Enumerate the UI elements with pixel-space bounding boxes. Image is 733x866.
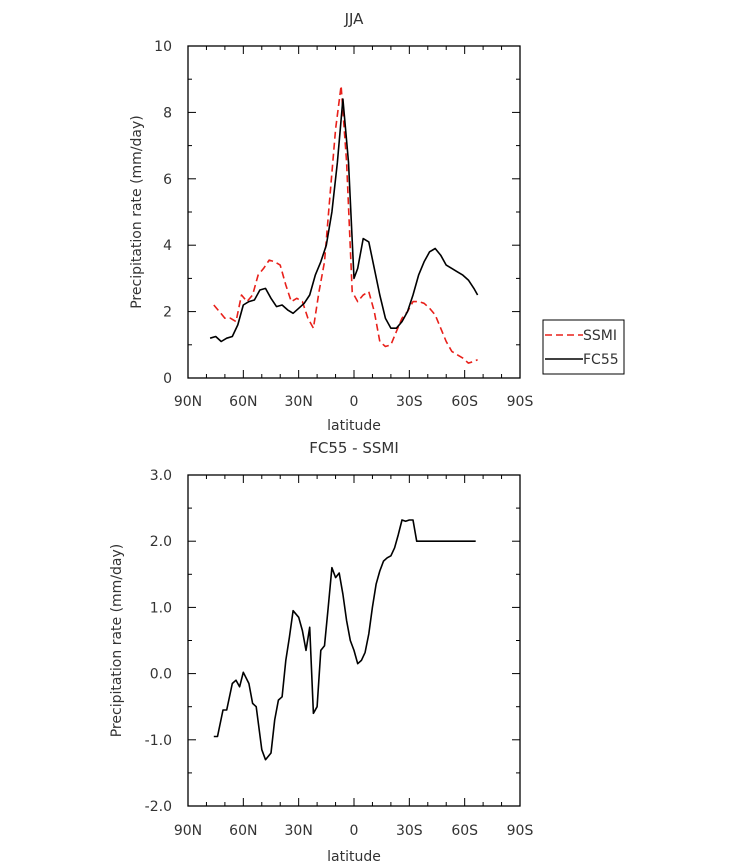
chart0-ytick-label: 4 [163, 238, 172, 254]
chart0-xtick-label: 60N [229, 394, 257, 410]
chart0-xtick-label: 30N [285, 394, 313, 410]
chart0-x-axis-label: latitude [327, 418, 381, 434]
chart0-series-line-fc55 [209, 98, 479, 343]
chart0-group: JJA 90N 60N 30N 0 30S 60S 90S 0 2 4 6 8 10 latitude Pre… [129, 10, 625, 434]
chart1-series-line-diff [213, 519, 476, 761]
chart1-ytick-label: -2.0 [145, 799, 172, 815]
chart1-xtick-label: 0 [350, 823, 359, 839]
chart0-xtick-label: 90S [507, 394, 534, 410]
chart1-ytick-label: 0.0 [150, 667, 172, 683]
chart0-ytick-label: 0 [163, 371, 172, 387]
chart0-legend-label: SSMI [583, 328, 617, 344]
chart1-ytick-label: 3.0 [150, 468, 172, 484]
chart0-series-line-ssmi [213, 85, 478, 364]
chart1-x-axis-label: latitude [327, 849, 381, 865]
chart1-xtick-label: 90N [174, 823, 202, 839]
chart1-xtick-label: 30N [285, 823, 313, 839]
chart1-ytick-label: 1.0 [150, 600, 172, 616]
chart0-xtick-label: 0 [350, 394, 359, 410]
chart0-legend-box [542, 319, 625, 375]
chart1-ytick-label: -1.0 [145, 733, 172, 749]
chart1-ytick-label: 2.0 [150, 534, 172, 550]
chart1-plot-frame [187, 474, 521, 807]
chart1-title: FC55 - SSMI [309, 439, 399, 457]
chart1-y-axis-label: Precipitation rate (mm/day) [109, 544, 125, 738]
chart1-xtick-label: 60N [229, 823, 257, 839]
chart1-xtick-label: 30S [396, 823, 423, 839]
chart0-xtick-label: 30S [396, 394, 423, 410]
chart1-group: FC55 - SSMI 90N 60N 30N 0 30S 60S 90S -2.0 -1.0 0.… [109, 439, 533, 865]
chart0-y-axis-label: Precipitation rate (mm/day) [129, 115, 145, 309]
chart1-xtick-label: 90S [507, 823, 534, 839]
chart0-ytick-label: 8 [163, 105, 172, 121]
chart0-xtick-label: 90N [174, 394, 202, 410]
chart0-ytick-label: 6 [163, 172, 172, 188]
chart0-title: JJA [344, 10, 365, 28]
chart0-legend-label: FC55 [583, 352, 619, 368]
chart1-xtick-label: 60S [451, 823, 478, 839]
chart0-ytick-label: 2 [163, 305, 172, 321]
chart0-xtick-label: 60S [451, 394, 478, 410]
chart0-plot-frame [187, 45, 521, 379]
chart0-ytick-label: 10 [154, 39, 172, 55]
